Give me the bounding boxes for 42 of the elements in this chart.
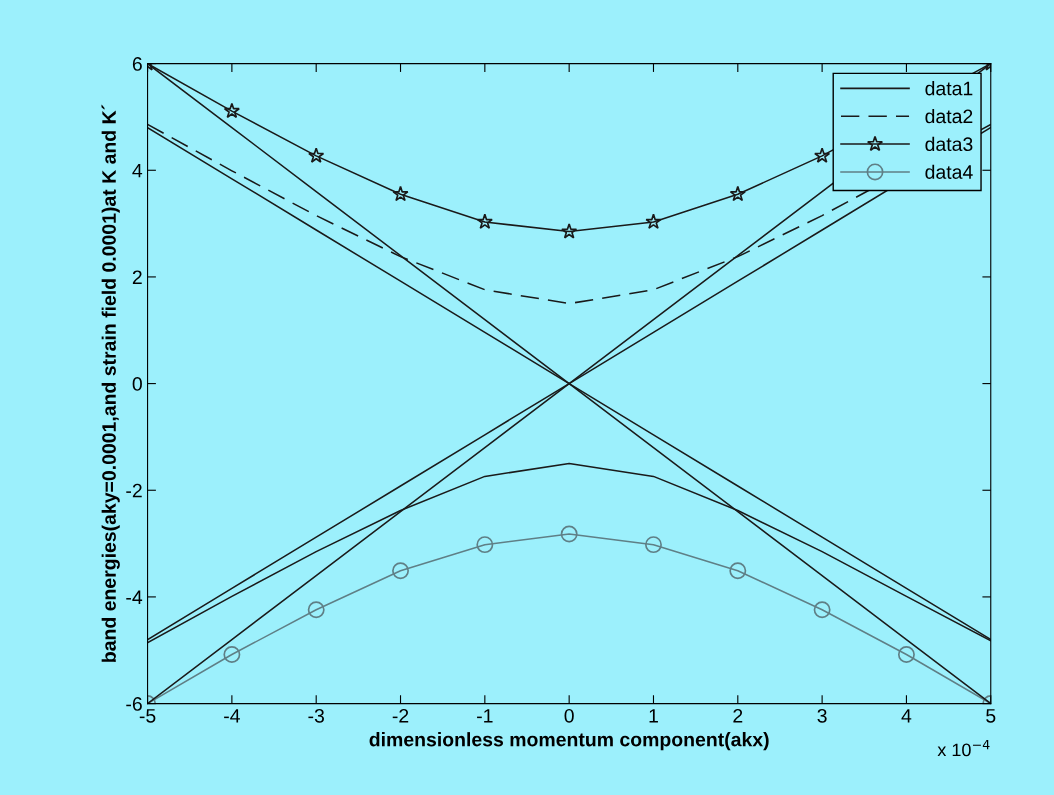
x-tick-label: 2	[733, 708, 743, 723]
point	[476, 536, 494, 554]
x-axis-title: dimensionless momentum component(akx)	[369, 732, 769, 751]
point	[307, 601, 325, 619]
x-tick-label: -1	[477, 709, 493, 723]
point	[814, 147, 831, 163]
x-tick-label: 5	[986, 709, 996, 723]
point	[729, 185, 746, 202]
point	[223, 646, 241, 663]
point	[897, 646, 915, 663]
legend-label: data3	[925, 136, 973, 152]
y-tick-label: 6	[132, 57, 142, 71]
point	[392, 185, 409, 202]
point	[560, 525, 578, 543]
x-tick-label: 1	[649, 709, 658, 723]
point	[561, 223, 578, 239]
y-tick-label: -4	[126, 590, 143, 604]
x-tick-label: -3	[308, 708, 324, 723]
y-tick-label: -6	[126, 697, 142, 711]
legend-label: data2	[925, 108, 973, 124]
point	[392, 562, 409, 580]
point	[223, 102, 240, 119]
point	[729, 562, 747, 580]
y-tick-label: 4	[132, 163, 143, 178]
y-tick-label: 0	[132, 377, 142, 391]
text: x 10$^{−4}$	[937, 739, 990, 757]
x-tick-label: 0	[564, 708, 574, 723]
point	[476, 213, 493, 230]
y-tick-label: -2	[126, 483, 142, 498]
y-axis-title: band energies(aky=0.0001,and strain field 0.0001)at K and K´	[101, 104, 120, 662]
point	[645, 213, 662, 230]
x-tick-label: -5	[139, 709, 156, 723]
legend-label: data1	[925, 81, 973, 96]
y-tick-label: 2	[132, 270, 142, 284]
x-tick-label: 4	[901, 709, 912, 723]
point	[308, 147, 325, 163]
legend-label: data4	[925, 164, 973, 179]
point	[813, 601, 831, 619]
x-tick-label: -2	[392, 708, 409, 723]
x-tick-label: -4	[224, 709, 240, 723]
point	[645, 536, 662, 554]
x-tick-label: 3	[817, 708, 827, 723]
